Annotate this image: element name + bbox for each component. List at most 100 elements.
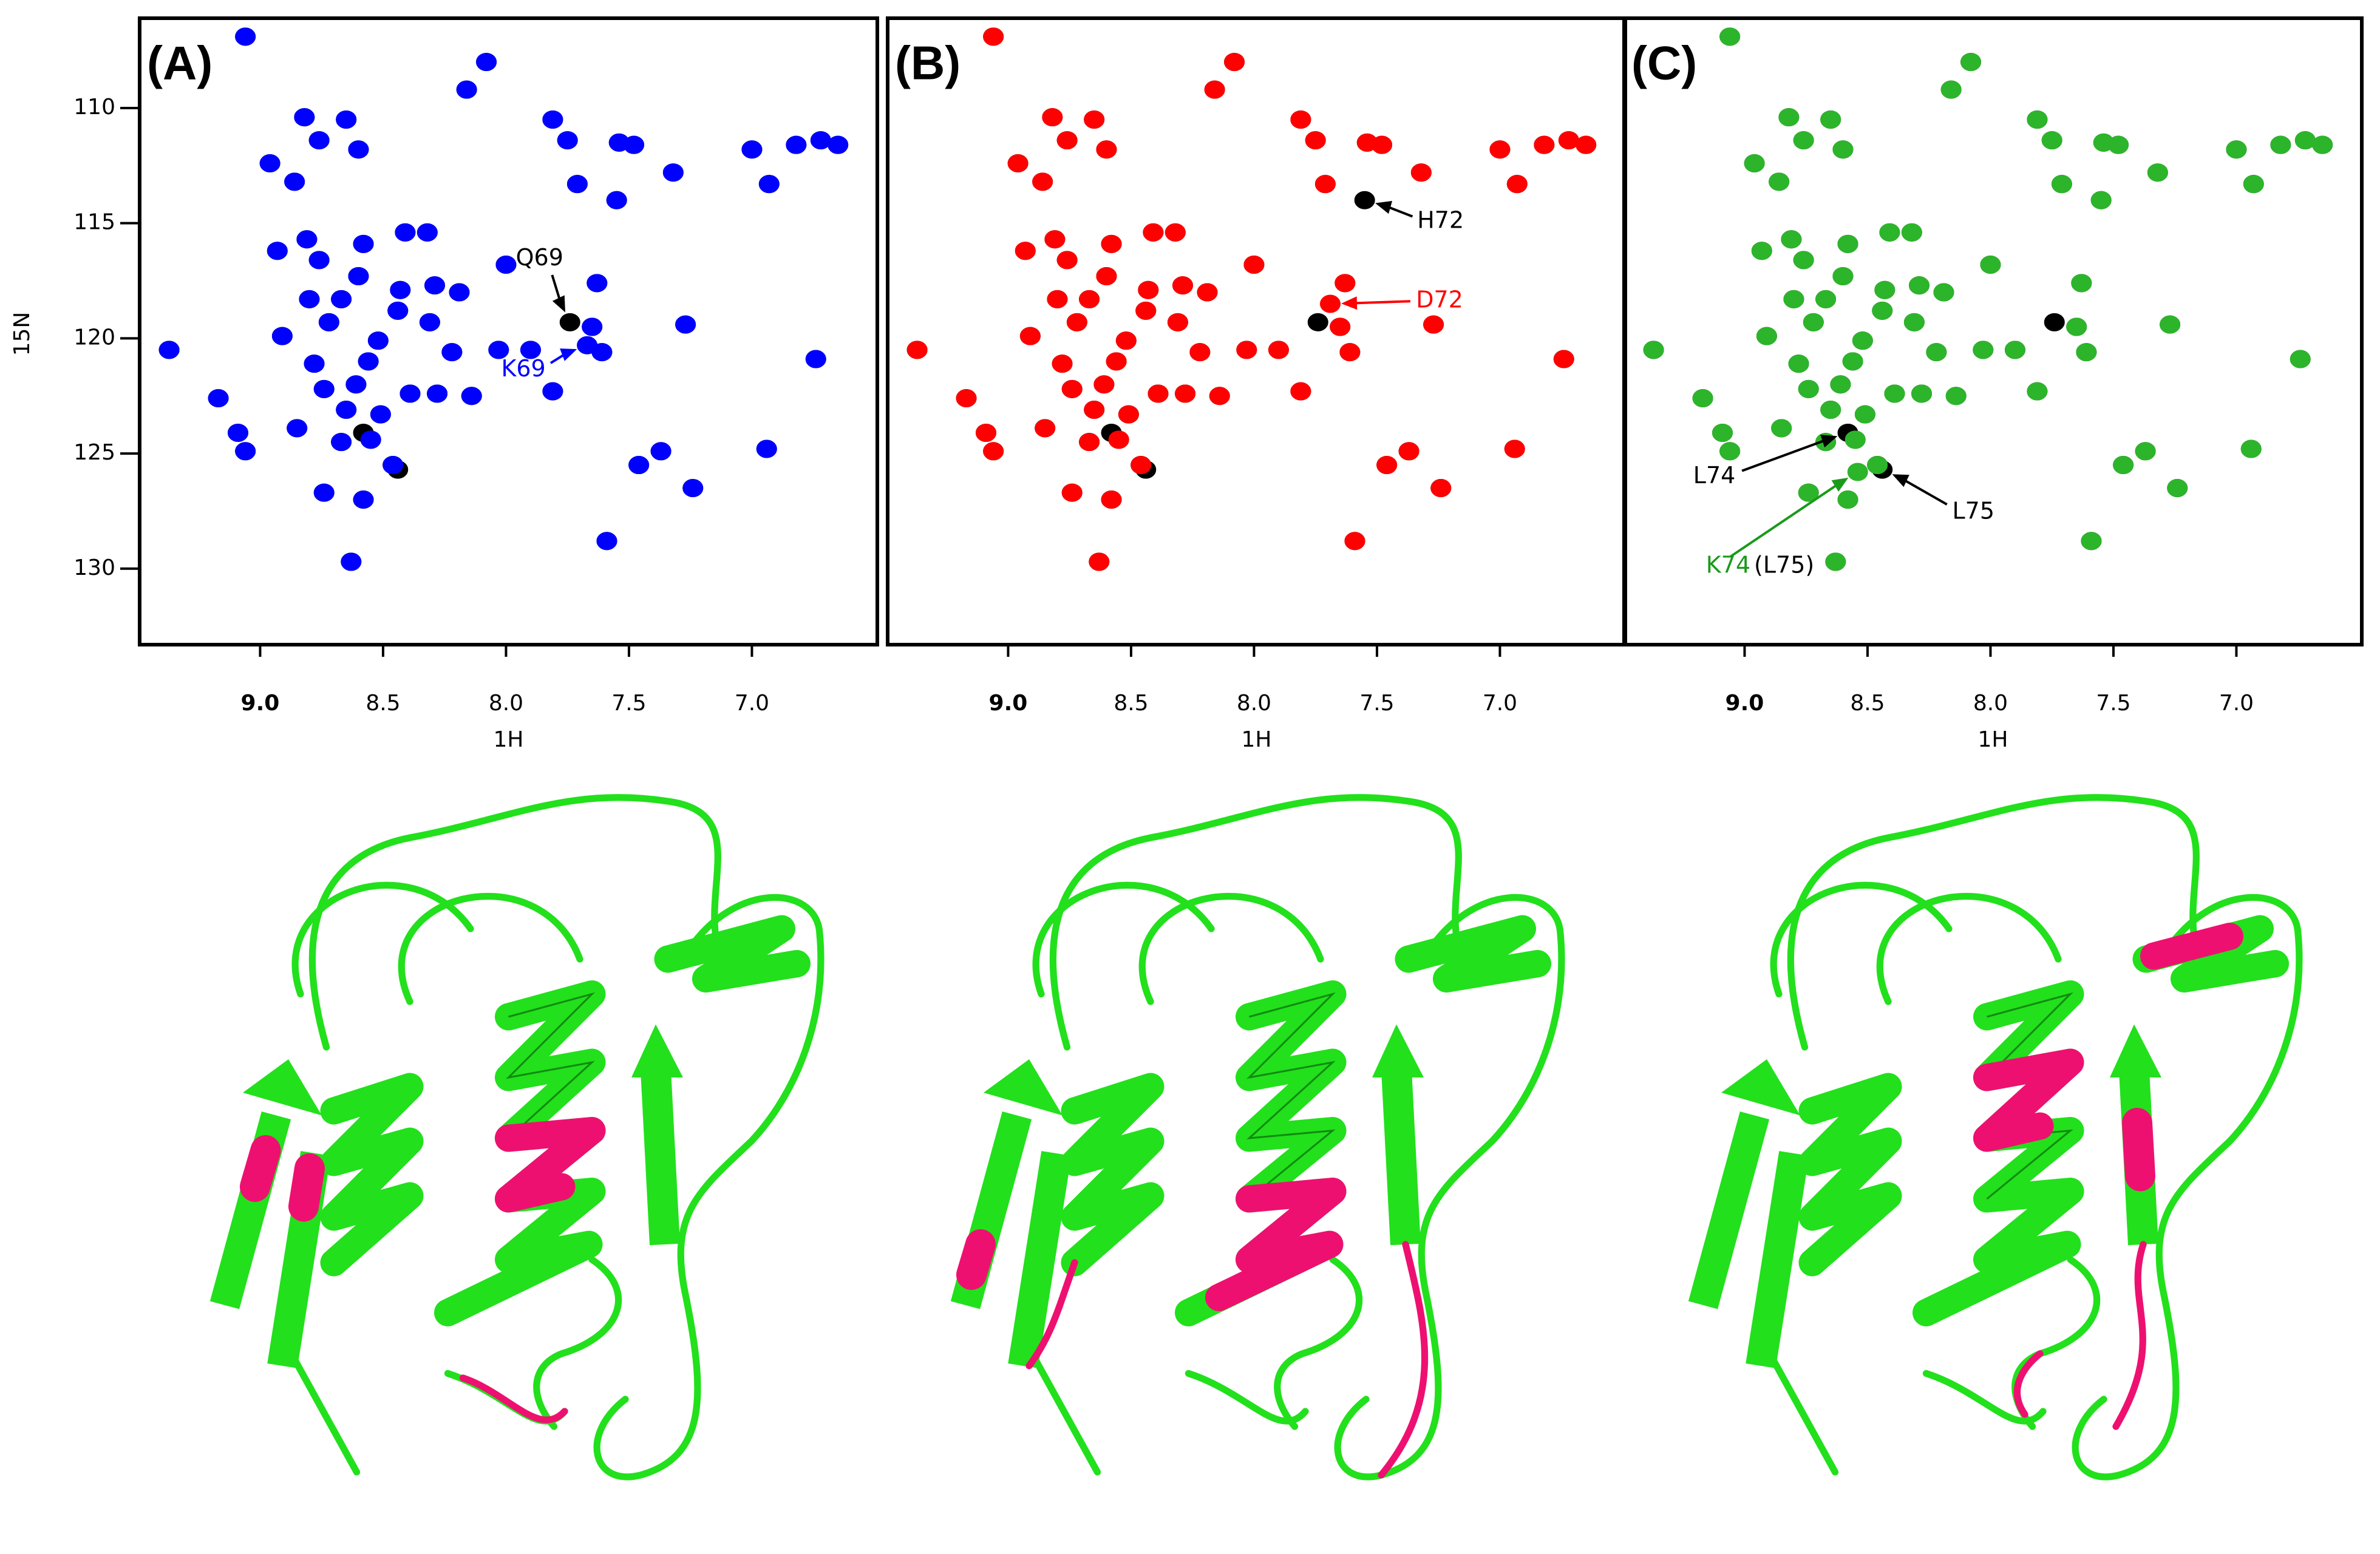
peak xyxy=(1189,343,1211,362)
x-tick-label: 7.0 xyxy=(1483,691,1517,716)
peak xyxy=(1820,401,1841,419)
x-tick-label: 8.5 xyxy=(365,691,400,716)
peak xyxy=(353,234,374,253)
peak xyxy=(1084,110,1105,129)
peak xyxy=(1798,483,1819,502)
peak xyxy=(1820,110,1841,129)
peak xyxy=(1793,131,1814,150)
peak xyxy=(577,336,598,355)
peak xyxy=(1719,442,1741,461)
peak xyxy=(559,313,580,331)
plot-frame xyxy=(1622,16,2364,646)
peak xyxy=(1042,108,1063,127)
peak xyxy=(2290,350,2311,368)
peak xyxy=(1339,343,1361,362)
arrow-head xyxy=(560,348,577,361)
highlight xyxy=(459,1374,568,1423)
x-tick-label: 9.0 xyxy=(1725,691,1764,716)
highlight xyxy=(2112,1241,2147,1430)
peak xyxy=(2312,135,2333,154)
peak xyxy=(542,110,563,129)
peak xyxy=(304,355,325,373)
annotation-arrow xyxy=(1901,478,1948,506)
peak xyxy=(606,191,627,209)
peak xyxy=(1096,266,1117,285)
annotation-text: L74 xyxy=(1693,461,1736,488)
peak xyxy=(2135,442,2156,461)
peak xyxy=(1803,313,1824,331)
peak xyxy=(1825,552,1846,571)
peak xyxy=(287,419,308,438)
annotation: L75 xyxy=(1952,497,1994,524)
peak xyxy=(1842,352,1863,371)
peak xyxy=(1305,131,1326,150)
peak xyxy=(1960,53,1982,72)
peak xyxy=(419,313,440,331)
peak xyxy=(1290,110,1311,129)
peak xyxy=(1290,382,1311,401)
peak xyxy=(1926,343,1947,362)
cartoon-c xyxy=(1703,798,2299,1477)
peak xyxy=(2081,532,2102,551)
peak xyxy=(557,131,578,150)
peak xyxy=(1771,419,1792,438)
peak xyxy=(456,80,477,99)
annotation: L74 xyxy=(1693,461,1736,488)
x-tick-label: 9.0 xyxy=(241,691,280,716)
highlight xyxy=(956,1229,996,1290)
y-axis-label: 15N xyxy=(10,312,35,356)
peak xyxy=(1172,276,1193,295)
peak xyxy=(1410,163,1432,182)
peak xyxy=(424,276,445,295)
peak xyxy=(1079,433,1100,452)
peak xyxy=(395,223,416,242)
peak xyxy=(1553,350,1574,368)
arrow-head xyxy=(1831,477,1849,492)
peak xyxy=(1504,439,1525,458)
x-tick-label: 9.0 xyxy=(989,691,1028,716)
peak xyxy=(1719,27,1741,46)
peak xyxy=(313,379,335,398)
peak xyxy=(596,532,617,551)
peak xyxy=(318,313,339,331)
cartoon-a xyxy=(225,798,821,1477)
peak xyxy=(1973,341,1994,359)
annotation: H72 xyxy=(1417,206,1464,233)
x-tick-label: 7.5 xyxy=(2096,691,2130,716)
peak xyxy=(1945,387,1967,405)
peak xyxy=(416,223,438,242)
panel-label: (C) xyxy=(1631,36,1697,90)
x-axis-label: 1H xyxy=(1978,727,2008,752)
highlight xyxy=(1378,1241,1429,1479)
peak xyxy=(586,274,608,293)
peak xyxy=(1061,483,1083,502)
peak xyxy=(741,140,763,159)
arrow-head xyxy=(1375,201,1393,214)
peak xyxy=(1118,405,1139,424)
peak xyxy=(1867,456,1888,475)
peak xyxy=(1115,331,1137,350)
peak xyxy=(1837,490,1858,509)
peak xyxy=(1423,315,1444,334)
annotation-note: (L75) xyxy=(1754,551,1814,578)
annotation-arrow xyxy=(1730,482,1840,558)
arrow-head xyxy=(1341,296,1358,310)
x-tick-label: 8.0 xyxy=(489,691,523,716)
peak xyxy=(387,301,409,320)
peak xyxy=(2027,382,2048,401)
annotation-text: L75 xyxy=(1952,497,1994,524)
arrow-head xyxy=(1820,435,1838,448)
peak xyxy=(2270,135,2291,154)
arrow-head xyxy=(552,295,566,313)
annotation-arrow xyxy=(1741,438,1828,472)
peak xyxy=(1101,490,1122,509)
plot-frame xyxy=(138,16,879,646)
peak xyxy=(390,280,411,299)
peak xyxy=(1138,280,1159,299)
peak xyxy=(1143,223,1164,242)
peak xyxy=(1847,463,1868,481)
peak xyxy=(271,327,293,345)
peak xyxy=(1019,327,1041,345)
peak xyxy=(1035,419,1056,438)
peak xyxy=(1015,242,1036,260)
